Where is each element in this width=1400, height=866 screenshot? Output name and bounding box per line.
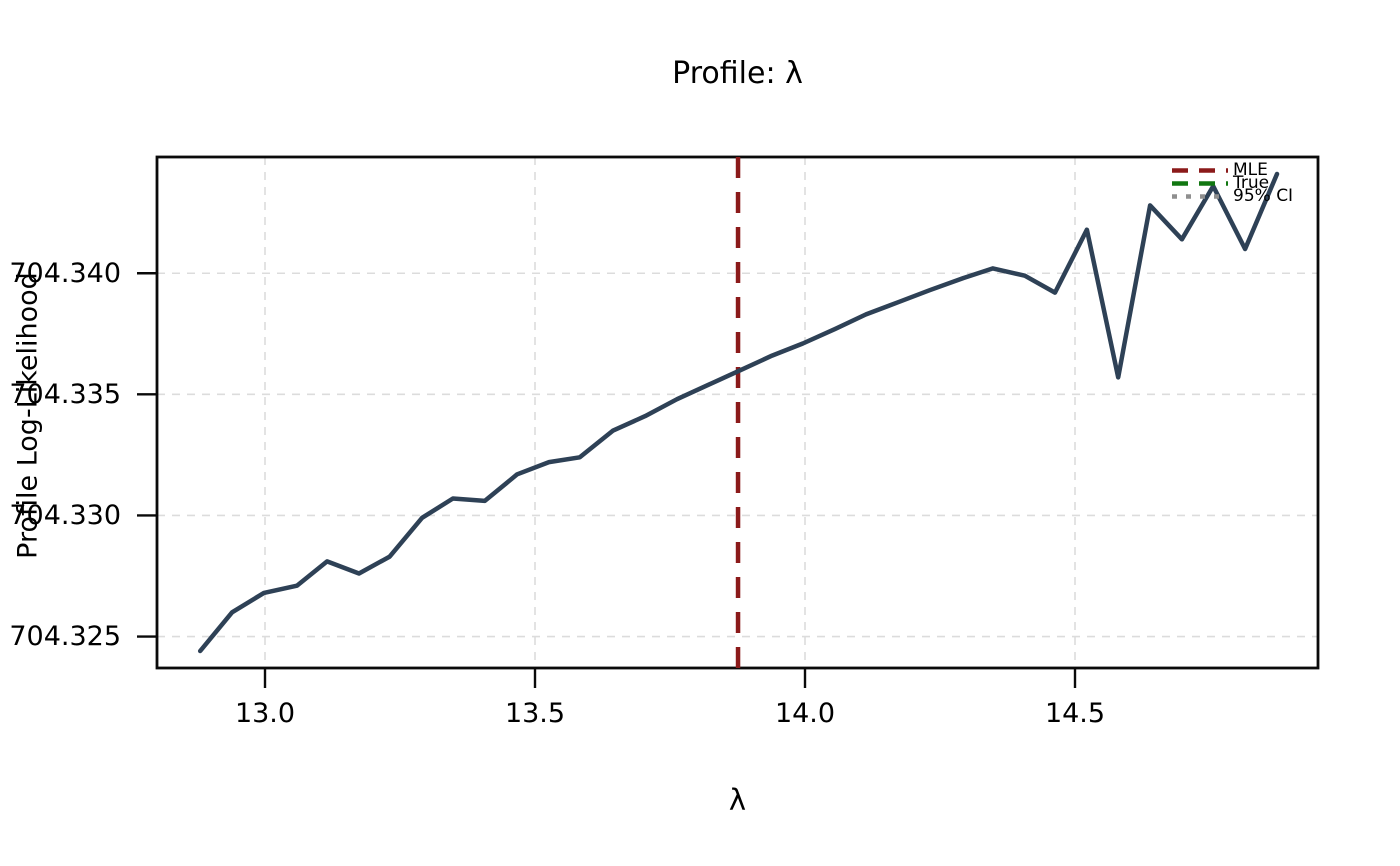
x-tick-label: 14.0: [774, 698, 836, 729]
y-tick-label: 704.330: [9, 499, 121, 531]
ci-legend-line-icon: [1172, 194, 1228, 199]
legend-entry-true: True: [1171, 175, 1269, 192]
x-tick-label: 14.5: [1044, 698, 1106, 729]
legend-entry-mle: MLE: [1171, 162, 1268, 179]
legend-label: MLE: [1233, 160, 1268, 180]
x-tick-label: 13.0: [234, 698, 296, 729]
curve-profile-log-likelihood: [197, 171, 1280, 654]
legend-entry-ci: 95% CI: [1171, 188, 1293, 205]
y-tick-label: 704.325: [9, 621, 121, 653]
x-tick-label: 13.5: [504, 698, 566, 729]
legend-label: 95% CI: [1233, 186, 1294, 206]
legend-label: True: [1233, 173, 1270, 193]
x-axis-label: λ: [728, 783, 747, 817]
chart-title: Profile: λ: [672, 56, 803, 91]
y-tick-label: 704.340: [9, 257, 121, 289]
mle-legend-line-icon: [1172, 168, 1228, 173]
true-legend-line-icon: [1172, 181, 1228, 186]
y-tick-label: 704.335: [9, 378, 121, 410]
